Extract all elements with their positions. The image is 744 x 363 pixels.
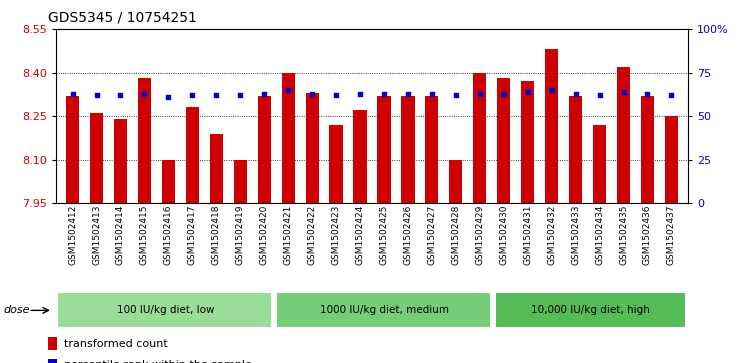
Bar	[234, 160, 247, 203]
Point	[426, 91, 437, 97]
Point	[450, 92, 462, 98]
Text: 100 IU/kg diet, low: 100 IU/kg diet, low	[117, 305, 214, 315]
FancyBboxPatch shape	[57, 293, 272, 328]
Bar	[426, 96, 438, 203]
Text: 1000 IU/kg diet, medium: 1000 IU/kg diet, medium	[320, 305, 449, 315]
Bar	[353, 110, 367, 203]
Text: percentile rank within the sample: percentile rank within the sample	[64, 360, 252, 363]
Bar	[66, 96, 79, 203]
Point	[91, 92, 103, 98]
Point	[641, 91, 653, 97]
Bar	[48, 337, 57, 350]
Bar	[161, 160, 175, 203]
Text: dose: dose	[4, 305, 31, 315]
Point	[522, 89, 533, 95]
Bar	[593, 125, 606, 203]
Point	[378, 91, 390, 97]
Point	[282, 87, 294, 93]
Point	[570, 91, 582, 97]
Bar	[281, 73, 295, 203]
Point	[545, 87, 557, 93]
Bar	[377, 96, 391, 203]
Bar	[330, 125, 343, 203]
Point	[474, 91, 486, 97]
Bar	[210, 134, 223, 203]
Bar	[306, 93, 318, 203]
FancyBboxPatch shape	[495, 293, 686, 328]
Point	[307, 91, 318, 97]
Bar	[497, 78, 510, 203]
Bar	[186, 107, 199, 203]
Point	[138, 91, 150, 97]
Bar	[569, 96, 583, 203]
Point	[234, 92, 246, 98]
Bar	[545, 49, 558, 203]
Text: transformed count: transformed count	[64, 339, 167, 348]
Point	[402, 91, 414, 97]
Bar	[48, 359, 57, 363]
Bar	[641, 96, 654, 203]
Point	[594, 92, 606, 98]
FancyBboxPatch shape	[276, 293, 491, 328]
Point	[162, 94, 174, 100]
Bar	[473, 73, 487, 203]
Point	[665, 92, 677, 98]
Bar	[401, 96, 414, 203]
Bar	[138, 78, 151, 203]
Bar	[257, 96, 271, 203]
Text: GDS5345 / 10754251: GDS5345 / 10754251	[48, 11, 197, 25]
Bar	[665, 116, 678, 203]
Point	[187, 92, 199, 98]
Bar	[114, 119, 127, 203]
Bar	[449, 160, 463, 203]
Point	[211, 92, 222, 98]
Point	[258, 91, 270, 97]
Point	[330, 92, 342, 98]
Point	[498, 91, 510, 97]
Point	[67, 91, 79, 97]
Bar	[90, 113, 103, 203]
Point	[115, 92, 126, 98]
Bar	[617, 67, 630, 203]
Point	[354, 91, 366, 97]
Bar	[521, 81, 534, 203]
Point	[618, 89, 629, 95]
Text: 10,000 IU/kg diet, high: 10,000 IU/kg diet, high	[531, 305, 650, 315]
